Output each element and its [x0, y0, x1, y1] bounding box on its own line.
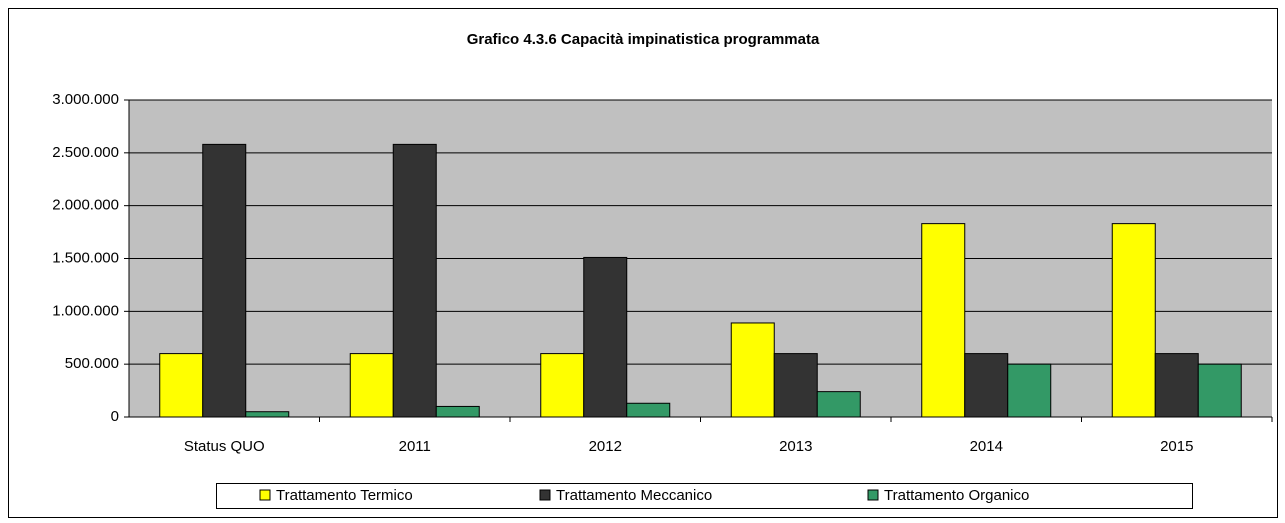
x-tick-label: 2015: [1160, 438, 1193, 455]
chart-title: Grafico 4.3.6 Capacità impinatistica pro…: [467, 31, 820, 48]
bar: [540, 353, 585, 418]
legend-swatch: [539, 489, 551, 501]
x-tick-label: 2011: [399, 438, 431, 455]
bar: [626, 402, 671, 418]
bar: [392, 143, 437, 418]
bar: [349, 353, 394, 418]
y-tick-label: 1.500.000: [52, 249, 119, 266]
y-tick-label: 2.000.000: [52, 197, 119, 214]
x-tick-label: 2014: [970, 438, 1003, 455]
y-tick-label: 1.000.000: [52, 302, 119, 319]
bar: [964, 353, 1009, 418]
bar: [245, 411, 290, 418]
bar: [435, 405, 480, 418]
bar: [1111, 223, 1156, 418]
legend: [216, 483, 1193, 509]
bar: [583, 256, 628, 418]
bar: [1007, 363, 1052, 418]
legend-label: Trattamento Termico: [276, 487, 413, 504]
bar: [773, 353, 818, 418]
bar: [921, 223, 966, 418]
legend-label: Trattamento Organico: [884, 487, 1029, 504]
x-tick-label: 2013: [779, 438, 812, 455]
legend-swatch: [259, 489, 271, 501]
bar: [1154, 353, 1199, 418]
legend-label: Trattamento Meccanico: [556, 487, 712, 504]
bar: [159, 353, 204, 418]
y-tick-label: 500.000: [65, 355, 119, 372]
bar: [1197, 363, 1242, 418]
y-tick-label: 2.500.000: [52, 144, 119, 161]
y-tick-label: 0: [111, 408, 119, 425]
legend-swatch: [867, 489, 879, 501]
bar: [730, 322, 775, 418]
bar: [202, 143, 247, 418]
y-tick-label: 3.000.000: [52, 91, 119, 108]
x-tick-label: Status QUO: [184, 438, 265, 455]
x-tick-label: 2012: [589, 438, 622, 455]
bar: [816, 391, 861, 418]
